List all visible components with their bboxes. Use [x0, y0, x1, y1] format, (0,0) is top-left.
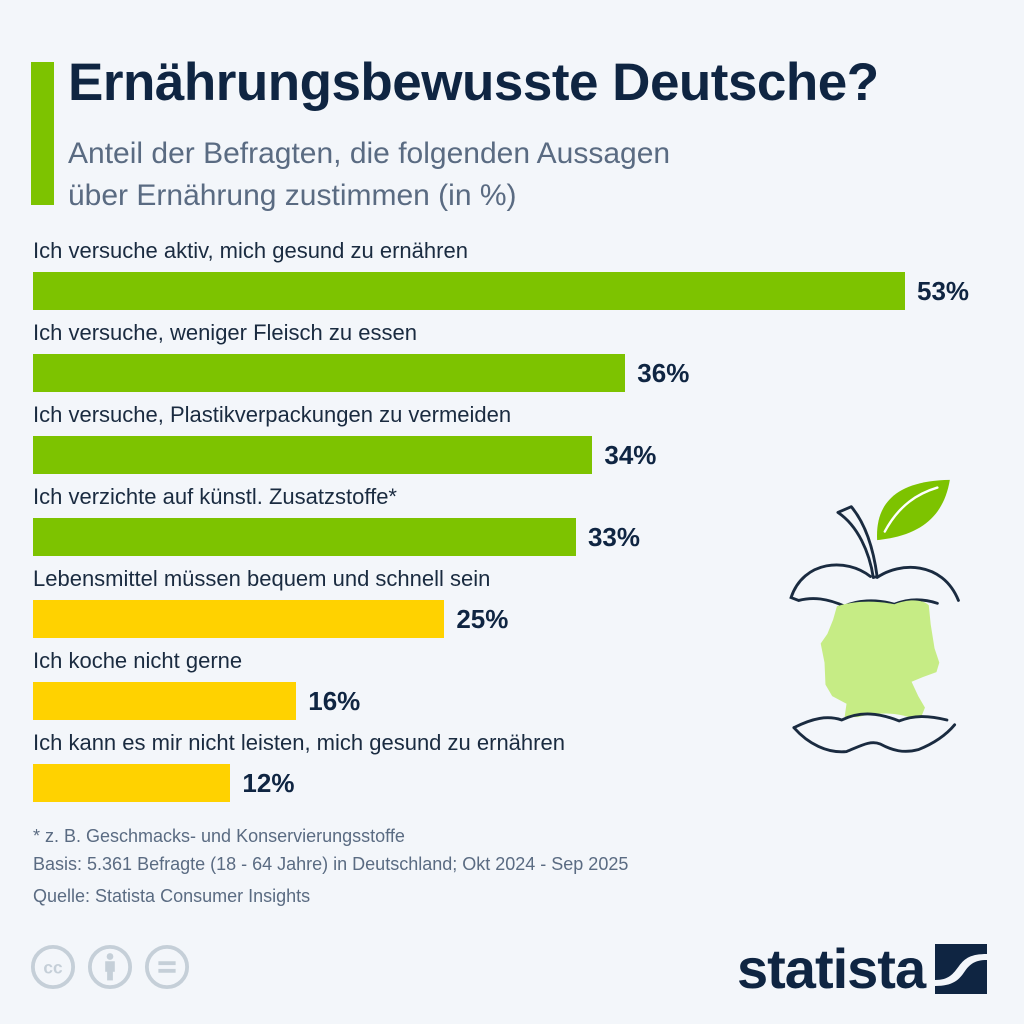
- chart-title: Ernährungsbewusste Deutsche?: [68, 53, 879, 112]
- no-derivatives-icon[interactable]: [144, 944, 190, 990]
- bar: [33, 600, 445, 638]
- bar-label: Ich versuche aktiv, mich gesund zu ernäh…: [33, 238, 468, 263]
- title-accent-bar: [31, 62, 54, 205]
- apple-bottom-bite: [792, 712, 949, 730]
- bar-value-label: 33%: [587, 522, 640, 552]
- bar: [33, 518, 576, 556]
- bar: [33, 272, 905, 310]
- bar: [33, 682, 297, 720]
- bar-label: Ich kann es mir nicht leisten, mich gesu…: [33, 730, 565, 755]
- chart-subtitle: Anteil der Befragten, die folgenden Auss…: [68, 133, 828, 217]
- bar-label: Ich verzichte auf künstl. Zusatzstoffe*: [33, 484, 397, 509]
- leaf-vein: [883, 486, 939, 533]
- subtitle-line-2: über Ernährung zustimmen (in %): [68, 179, 517, 212]
- subtitle-line-1: Anteil der Befragten, die folgenden Auss…: [68, 137, 671, 170]
- apple-bottom: [792, 723, 957, 754]
- apple-core-germany-illustration: [789, 479, 960, 754]
- bar-label: Ich koche nicht gerne: [33, 648, 243, 673]
- leaf-icon: [877, 479, 950, 541]
- bar-label: Ich versuche, Plastikverpackungen zu ver…: [33, 402, 512, 427]
- bar-value-label: 34%: [604, 440, 657, 470]
- bar-value-label: 36%: [637, 358, 690, 388]
- license-icons: cc: [30, 944, 190, 990]
- statista-logo-mark-icon: [935, 944, 988, 994]
- bar-value-label: 16%: [308, 686, 361, 716]
- bar: [33, 354, 626, 392]
- bar-label: Ich versuche, weniger Fleisch zu essen: [33, 320, 417, 345]
- statista-logo[interactable]: statista: [737, 937, 988, 1000]
- bar-value-label: 12%: [242, 768, 295, 798]
- bar-label: Lebensmittel müssen bequem und schnell s…: [33, 566, 491, 591]
- apple-top: [789, 563, 960, 608]
- bar-value-label: 53%: [917, 276, 970, 306]
- apple-stem: [836, 505, 879, 579]
- germany-map: [820, 600, 940, 718]
- statista-logo-text: statista: [737, 937, 926, 1000]
- bar-value-label: 25%: [456, 604, 509, 634]
- footnote-basis: Basis: 5.361 Befragte (18 - 64 Jahre) in…: [33, 854, 629, 874]
- footnote-additives: * z. B. Geschmacks- und Konservierungsst…: [33, 826, 405, 846]
- cc-icon[interactable]: cc: [30, 944, 76, 990]
- bar: [33, 436, 593, 474]
- bar-chart: Ich versuche aktiv, mich gesund zu ernäh…: [33, 238, 970, 802]
- attribution-icon[interactable]: [87, 944, 133, 990]
- footnote-source: Quelle: Statista Consumer Insights: [33, 886, 311, 906]
- bar: [33, 764, 231, 802]
- svg-text:cc: cc: [43, 958, 63, 978]
